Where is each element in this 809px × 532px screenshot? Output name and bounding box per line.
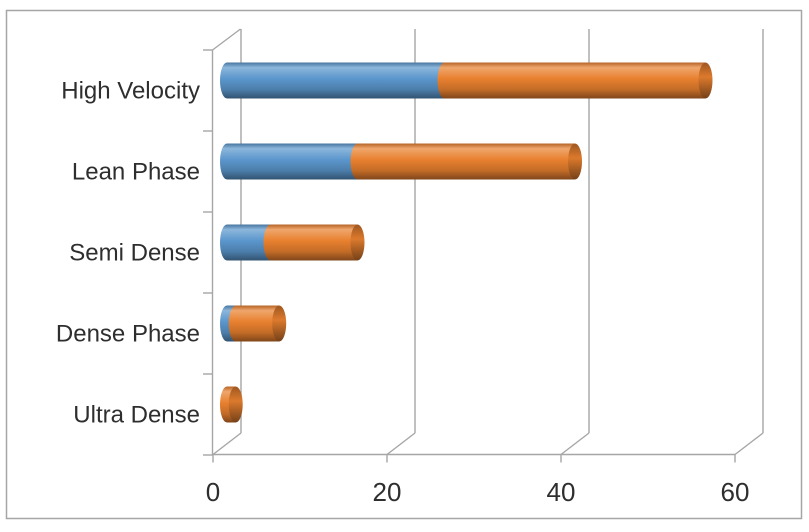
cylinder-segment-blue [227,62,445,99]
cylinder-segment-orange [235,305,280,342]
category-label-ultra-dense: Ultra Dense [73,402,200,429]
category-label-high-velocity: High Velocity [61,78,200,105]
category-axis-depth-edge [212,28,241,51]
cylinder-end-cap [350,224,365,261]
bar-semi-dense [220,224,365,261]
floor-diagonal-60 [734,432,764,456]
cylinder-end-cap [272,305,287,342]
x-tick-label-20: 20 [373,477,402,507]
bar-high-velocity [220,62,713,99]
floor-diagonal-0 [212,432,242,456]
x-tick-label-0: 0 [206,477,220,507]
x-tick-labels: 0 20 40 60 [206,477,750,507]
category-label-lean-phase: Lean Phase [72,159,200,186]
category-labels: High Velocity Lean Phase Semi Dense Dense P… [56,78,200,429]
cylinder-segment-orange [444,62,706,99]
cylinder-segment-blue [227,224,271,261]
x-tick-label-40: 40 [547,477,576,507]
cylinder-end-cap [568,143,582,180]
cylinder-end-cap [698,62,713,99]
cylinder-segment-blue [227,143,358,180]
cylinder-end-cap [228,386,243,423]
category-label-dense-phase: Dense Phase [56,321,200,348]
bar-lean-phase [220,143,582,180]
x-tick-label-60: 60 [721,477,750,507]
category-label-semi-dense: Semi Dense [69,240,200,267]
cylinder-segment-orange [357,143,575,180]
bar-ultra-dense [220,386,243,423]
floor-diagonal-20 [386,432,416,456]
bar-dense-phase [220,305,287,342]
cylinder-segment-orange [270,224,358,261]
floor-diagonal-40 [560,432,590,456]
